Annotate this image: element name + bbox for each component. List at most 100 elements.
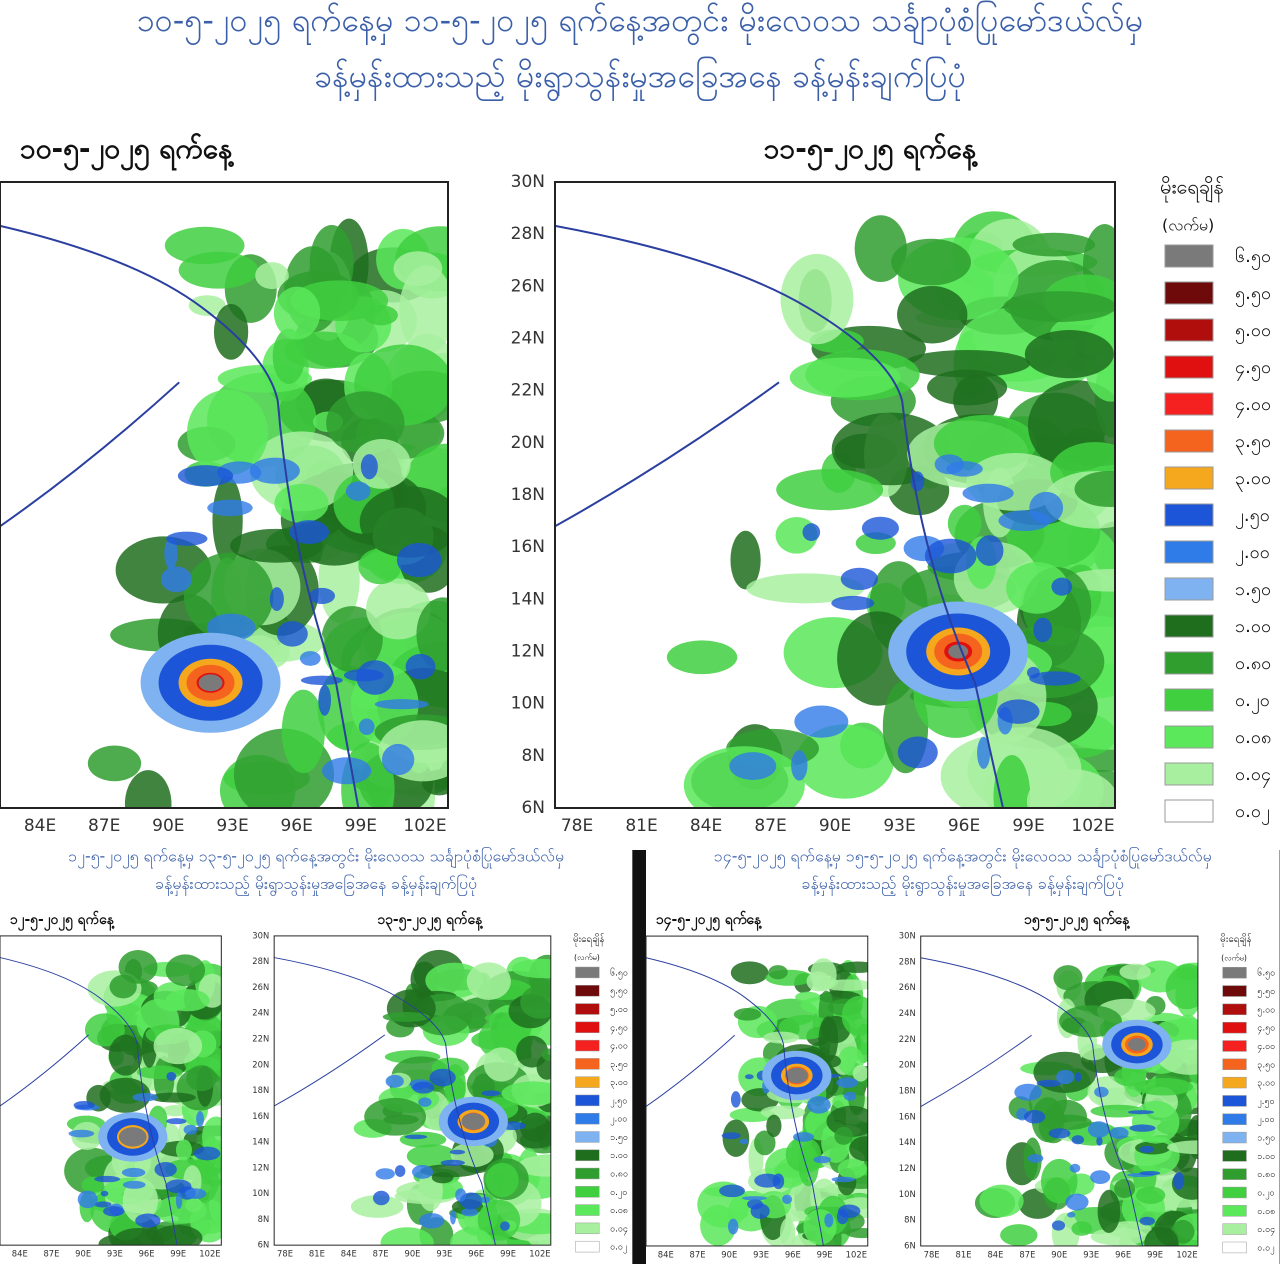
- rain-area: [108, 1034, 143, 1076]
- coastline: [555, 224, 1004, 808]
- rain-area: [450, 1210, 456, 1225]
- legend-label: ၁.၅၀: [1235, 579, 1271, 603]
- legend-swatch: [1164, 540, 1214, 564]
- legend-label: ၅.၀၀: [1235, 320, 1271, 344]
- legend-swatch: [1164, 429, 1214, 453]
- rain-area: [1090, 1170, 1111, 1185]
- rain-area: [824, 1213, 834, 1228]
- rain-area: [744, 1074, 754, 1080]
- lat-label: 18N: [511, 485, 545, 505]
- rain-area: [124, 770, 172, 808]
- rain-area: [1144, 1226, 1179, 1246]
- legend-swatch: [1164, 281, 1214, 305]
- rain-area: [135, 1213, 161, 1228]
- lon-label: 102E: [199, 1249, 220, 1259]
- legend-title: မိုးရေချိန်: [573, 932, 605, 947]
- lat-label: 10N: [511, 694, 545, 714]
- rain-area: [1109, 1127, 1129, 1139]
- lat-label: 26N: [252, 982, 269, 992]
- legend-swatch: [1222, 1095, 1247, 1107]
- legend-label: ၅.၅၀: [1257, 987, 1275, 998]
- rain-area: [380, 1227, 434, 1246]
- lat-label: 30N: [899, 931, 916, 941]
- legend-label: ၂.၅၀: [610, 1096, 627, 1107]
- lat-label: 10N: [252, 1188, 269, 1198]
- legend-label: ၁.၀၀: [1235, 616, 1271, 637]
- storm: [1128, 1038, 1146, 1051]
- lat-label: 18N: [899, 1086, 916, 1096]
- lon-label: 96E: [280, 816, 312, 836]
- rain-area: [166, 531, 208, 546]
- lon-label: 90E: [75, 1249, 91, 1259]
- legend-swatch: [1164, 318, 1214, 342]
- lon-label: 84E: [341, 1249, 357, 1259]
- rain-area: [418, 1213, 445, 1229]
- rain-area: [405, 653, 436, 680]
- map-frame: [0, 181, 449, 809]
- rain-area: [118, 950, 158, 984]
- map: [646, 936, 868, 1246]
- rain-area: [1051, 577, 1073, 596]
- rain-area: [481, 1090, 501, 1097]
- legend-swatch: [575, 1021, 600, 1033]
- rain-area: [1119, 963, 1151, 980]
- legend-label: ၃.၀၀: [1257, 1079, 1275, 1090]
- rain-area: [152, 1225, 203, 1246]
- rain-area: [122, 1178, 159, 1224]
- lat-label: 20N: [511, 433, 545, 453]
- map: [555, 182, 1115, 808]
- rain-area: [754, 1173, 781, 1188]
- coastline: [0, 381, 180, 528]
- panel-title: ၁၄-၅-၂၀၂၅ ရက်နေ့မှ ၁၅-၅-၂၀၂၅ ရက်နေ့အတွင်…: [714, 846, 1212, 868]
- legend-swatch: [1222, 1168, 1247, 1180]
- rain-area: [94, 1201, 112, 1208]
- legend-swatch: [1222, 1003, 1247, 1016]
- rain-area: [666, 640, 738, 675]
- coastline: [555, 381, 780, 528]
- map-frame: [273, 935, 552, 1246]
- storm: [118, 1127, 147, 1147]
- lon-label: 78E: [277, 1249, 293, 1259]
- rain-area: [810, 958, 837, 991]
- lat-label: 26N: [899, 982, 916, 992]
- rain-area: [412, 1081, 435, 1094]
- legend-swatch: [1164, 799, 1214, 823]
- rain-area: [399, 265, 448, 355]
- legend-label: ၀.၀၄: [610, 1224, 628, 1235]
- lon-label: 93E: [436, 1249, 452, 1259]
- lat-label: 6N: [904, 1240, 916, 1250]
- legend-label: ၀.၂၀: [610, 1188, 627, 1199]
- rain-area: [103, 1206, 125, 1217]
- rain-area: [794, 705, 849, 738]
- rain-area: [700, 1204, 737, 1246]
- legend-label: ၂.၅၀: [1257, 1097, 1274, 1108]
- lat-label: 28N: [252, 956, 269, 966]
- rain-area: [393, 251, 443, 286]
- storm: [461, 1113, 486, 1130]
- lat-label: 22N: [252, 1033, 269, 1043]
- rain-area: [785, 1136, 822, 1173]
- rain-area: [836, 1077, 859, 1088]
- legend-unit: (လက်မ): [1221, 952, 1247, 962]
- rain-area: [1131, 1100, 1180, 1144]
- rain-area: [322, 757, 372, 785]
- rain-area: [276, 621, 308, 647]
- lat-label: 14N: [511, 589, 545, 609]
- lat-label: 12N: [899, 1163, 916, 1173]
- coastline: [0, 224, 360, 808]
- lon-label: 99E: [817, 1249, 833, 1259]
- rain-area: [519, 1112, 550, 1142]
- legend-swatch: [1222, 1058, 1247, 1070]
- lon-label: 93E: [1083, 1249, 1099, 1259]
- rain-area: [183, 1124, 198, 1135]
- coastline: [274, 1034, 386, 1107]
- rain-area: [154, 1161, 177, 1178]
- rain-area: [281, 689, 325, 774]
- rain-area: [1071, 1221, 1093, 1236]
- lon-label: 93E: [753, 1249, 769, 1259]
- rain-area: [1175, 963, 1198, 981]
- rain-area: [121, 1167, 146, 1178]
- rain-area: [977, 736, 991, 769]
- lon-label: 96E: [948, 816, 980, 836]
